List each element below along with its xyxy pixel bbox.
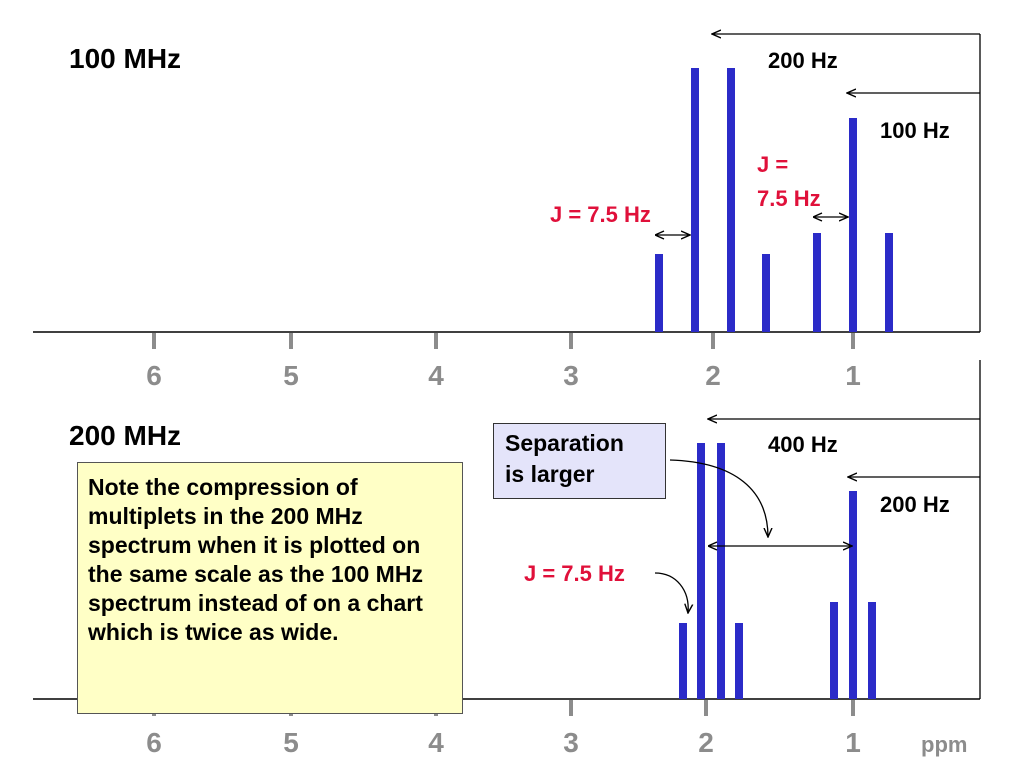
bottom-200hz-label: 200 Hz [880, 492, 950, 517]
top-peak-quartet-3 [727, 68, 735, 332]
top-tick-label-4: 4 [428, 360, 444, 391]
bottom-tick-label-5: 5 [283, 727, 299, 758]
top-tick-label-5: 5 [283, 360, 299, 391]
top-j-right-label-line2: 7.5 Hz [757, 186, 821, 211]
top-tick-label-3: 3 [563, 360, 579, 391]
top-ticks [152, 333, 855, 349]
bottom-panel-title: 200 MHz [69, 420, 182, 451]
top-100hz-label: 100 Hz [880, 118, 950, 143]
bottom-tick-label-4: 4 [428, 727, 444, 758]
top-peak-quartet-4 [762, 254, 770, 332]
separation-line1: Separation [505, 430, 624, 456]
bottom-peak-quartet-2 [697, 443, 705, 699]
bottom-peak-quartet-3 [717, 443, 725, 699]
separation-curved-arrow [669, 459, 768, 537]
bottom-j-label: J = 7.5 Hz [524, 561, 625, 586]
top-tick-label-6: 6 [146, 360, 162, 391]
top-200hz-label: 200 Hz [768, 48, 838, 73]
bottom-tick-label-6: 6 [146, 727, 162, 758]
bottom-400hz-label: 400 Hz [768, 432, 838, 457]
top-tick-label-1: 1 [845, 360, 861, 391]
separation-line2: is larger [505, 461, 595, 487]
top-peak-triplet-2 [849, 118, 857, 332]
bottom-peak-triplet-2 [849, 491, 857, 699]
bottom-peaks [679, 443, 876, 699]
top-j-right-label-line1: J = [757, 152, 789, 177]
top-j-left-label: J = 7.5 Hz [550, 202, 651, 227]
bottom-peak-triplet-3 [868, 602, 876, 699]
note-callout: Note the compression of multiplets in th… [77, 462, 463, 714]
top-tick-label-2: 2 [705, 360, 721, 391]
separation-callout: Separation is larger [493, 423, 666, 499]
top-peaks [655, 68, 893, 332]
top-peak-quartet-1 [655, 254, 663, 332]
top-peak-triplet-3 [885, 233, 893, 332]
bottom-peak-quartet-1 [679, 623, 687, 699]
bottom-tick-label-2: 2 [698, 727, 714, 758]
axis-unit-label: ppm [921, 732, 968, 757]
bottom-peak-triplet-1 [830, 602, 838, 699]
top-peak-quartet-2 [691, 68, 699, 332]
bottom-tick-label-3: 3 [563, 727, 579, 758]
bottom-tick-label-1: 1 [845, 727, 861, 758]
top-peak-triplet-1 [813, 233, 821, 332]
top-panel-title: 100 MHz [69, 43, 182, 74]
bottom-peak-quartet-4 [735, 623, 743, 699]
bottom-j-curved-arrow [654, 572, 688, 613]
